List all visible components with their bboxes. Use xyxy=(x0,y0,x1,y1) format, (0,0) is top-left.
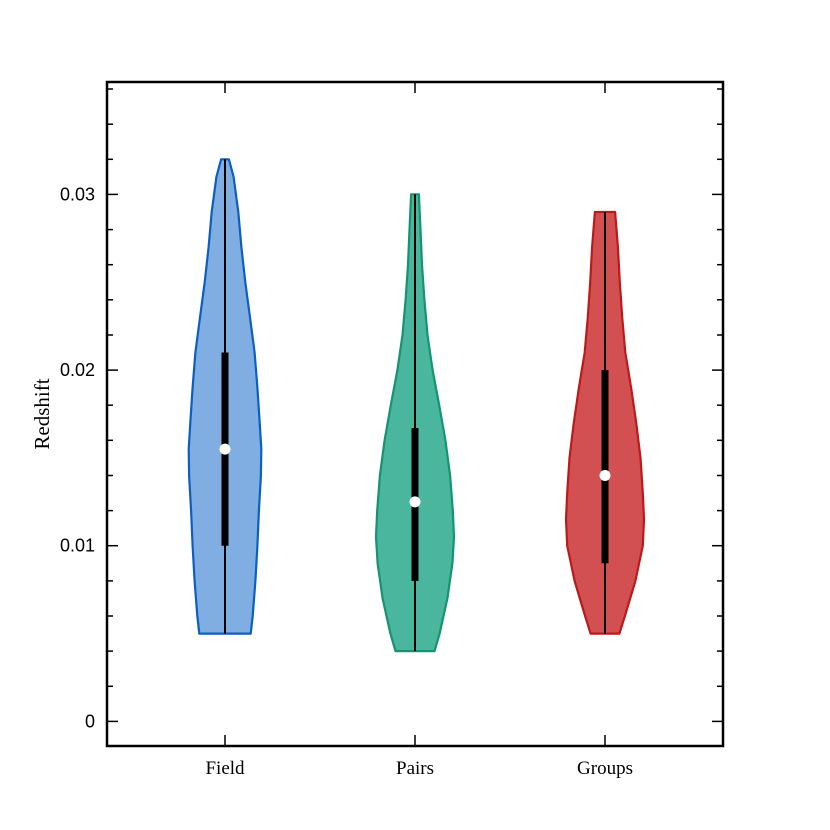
median-marker xyxy=(409,496,421,508)
y-axis-title: Redshift xyxy=(30,378,54,449)
x-tick-label: Pairs xyxy=(396,758,434,779)
y-tick-label: 0 xyxy=(85,711,95,731)
y-tick-label: 0.02 xyxy=(60,360,95,380)
x-tick-label: Groups xyxy=(577,758,633,779)
median-marker xyxy=(599,469,611,481)
y-tick-label: 0.03 xyxy=(60,184,95,204)
violin-groups xyxy=(564,210,646,635)
median-marker xyxy=(219,443,231,455)
violin-pairs xyxy=(374,193,456,653)
iqr-box xyxy=(601,370,609,564)
plot-frame xyxy=(105,80,725,748)
x-tick-label: Field xyxy=(205,758,245,779)
violins-layer xyxy=(187,158,646,653)
y-tick-label: 0.01 xyxy=(60,536,95,556)
violin-field xyxy=(187,158,263,635)
y-tick-labels: 0 0.01 0.02 0.03 xyxy=(60,184,95,731)
x-tick-labels: Field Pairs Groups xyxy=(205,758,633,779)
